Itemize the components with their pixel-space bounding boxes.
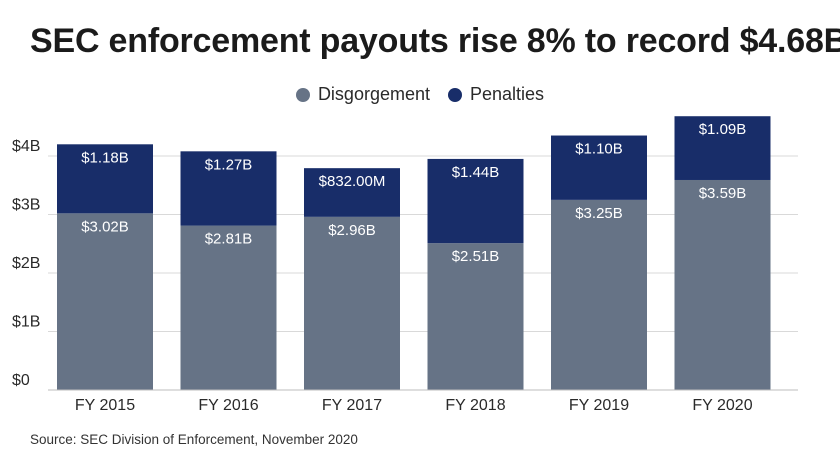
source-note: Source: SEC Division of Enforcement, Nov… [30, 432, 358, 447]
bar-penalties [57, 144, 153, 214]
y-tick-label: $0 [12, 372, 30, 389]
bar-disgorgement [551, 199, 647, 390]
x-tick-label: FY 2020 [692, 397, 752, 414]
x-tick-label: FY 2017 [322, 397, 382, 414]
y-tick-label: $2B [12, 255, 40, 272]
y-tick-label: $3B [12, 197, 40, 214]
data-label-disgorgement: $3.02B [81, 218, 129, 235]
legend-swatch-disgorgement [295, 87, 310, 102]
legend-label-penalties: Penalties [470, 84, 545, 104]
data-label-disgorgement: $2.51B [452, 248, 500, 265]
legend-item-penalties: Penalties [448, 84, 544, 105]
chart-title: SEC enforcement payouts rise 8% to recor… [30, 22, 840, 60]
bar-penalties [180, 151, 277, 226]
x-tick-label: FY 2016 [198, 397, 258, 414]
data-label-penalties: $1.44B [452, 164, 500, 181]
data-label-disgorgement: $2.81B [205, 231, 253, 248]
bar-penalties [674, 116, 771, 180]
data-label-disgorgement: $3.25B [575, 205, 623, 222]
bar-disgorgement [180, 225, 277, 390]
data-label-penalties: $1.27B [205, 156, 253, 173]
bar-penalties [427, 158, 524, 244]
bar-disgorgement [57, 213, 153, 390]
bar-penalties [304, 168, 400, 217]
legend-label-disgorgement: Disgorgement [317, 84, 430, 104]
data-label-disgorgement: $3.59B [699, 185, 747, 202]
legend: Disgorgement Penalties [0, 84, 840, 105]
bar-disgorgement [674, 179, 771, 390]
y-tick-label: $1B [12, 314, 40, 331]
data-label-penalties: $832.00M [319, 173, 386, 190]
data-label-penalties: $1.09B [699, 121, 747, 138]
bar-disgorgement [427, 243, 524, 390]
y-tick-label: $4B [12, 138, 40, 155]
legend-item-disgorgement: Disgorgement [295, 84, 430, 105]
x-tick-label: FY 2018 [445, 397, 505, 414]
bar-penalties [551, 135, 647, 200]
data-label-penalties: $1.10B [575, 141, 623, 158]
data-label-disgorgement: $2.96B [328, 222, 376, 239]
x-tick-label: FY 2015 [75, 397, 135, 414]
bar-disgorgement [304, 216, 400, 390]
legend-swatch-penalties [448, 87, 462, 102]
data-label-penalties: $1.18B [81, 149, 129, 166]
x-tick-label: FY 2019 [569, 397, 629, 414]
